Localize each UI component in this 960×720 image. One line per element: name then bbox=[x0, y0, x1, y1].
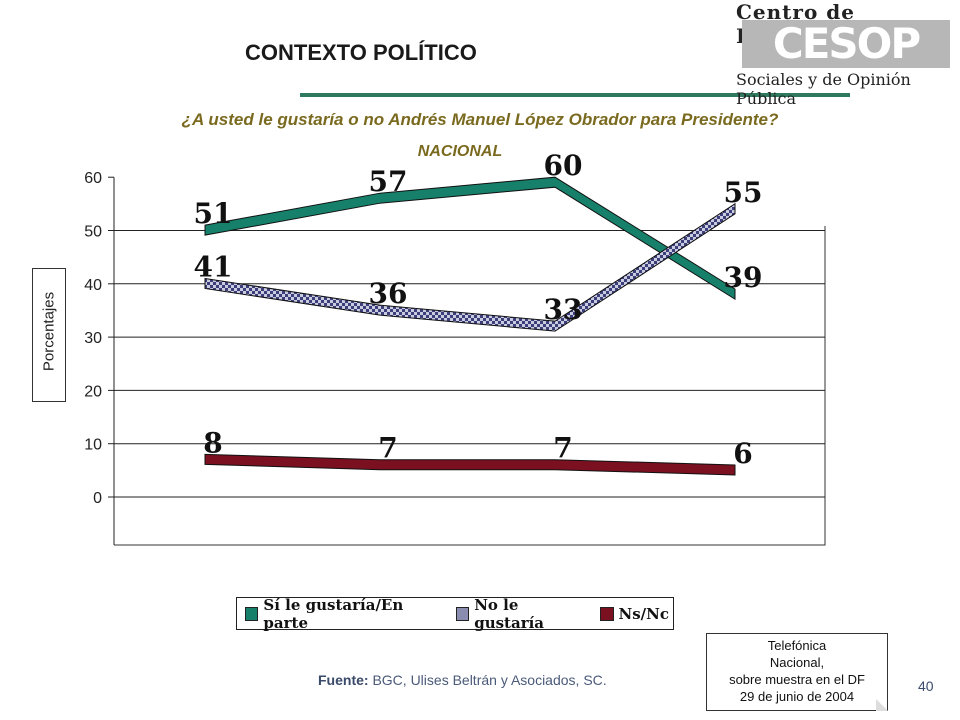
series-ribbon-1 bbox=[204, 202, 736, 332]
data-label: 39 bbox=[724, 261, 763, 294]
legend: Sí le gustaría/En parte No le gustaría N… bbox=[236, 595, 674, 632]
note-line-4: 29 de junio de 2004 bbox=[739, 689, 855, 704]
note-line-1: Telefónica bbox=[767, 638, 827, 653]
source-text: BGC, Ulises Beltrán y Asociados, SC. bbox=[372, 672, 607, 688]
plot-frame bbox=[114, 226, 826, 546]
data-label: 55 bbox=[724, 176, 763, 209]
legend-swatch-si bbox=[245, 606, 259, 621]
chart-subtitle: NACIONAL bbox=[417, 143, 503, 160]
y-tick-label: 10 bbox=[84, 437, 102, 454]
data-label: 7 bbox=[553, 432, 572, 465]
logo-mark: CESOP bbox=[742, 20, 950, 68]
cesop-logo: Centro de Estudios CESOP Sociales y de O… bbox=[736, 0, 956, 108]
note-line-2: Nacional, bbox=[769, 655, 825, 670]
series-ribbon-2 bbox=[204, 453, 736, 476]
legend-label-si: Sí le gustaría/En parte bbox=[263, 595, 404, 632]
legend-label-no: No le gustaría bbox=[474, 595, 545, 632]
legend-item-si: Sí le gustaría/En parte bbox=[245, 596, 444, 632]
y-tick-label: 30 bbox=[84, 330, 102, 347]
legend-item-no: No le gustaría bbox=[455, 595, 588, 632]
chart-question: ¿A usted le gustaría o no Andrés Manuel … bbox=[181, 110, 779, 129]
data-label: 60 bbox=[544, 149, 583, 182]
data-label: 33 bbox=[544, 293, 583, 326]
page-number: 40 bbox=[918, 678, 934, 694]
y-tick-label: 50 bbox=[84, 224, 102, 241]
note-fold bbox=[876, 699, 888, 711]
source-label: Fuente: bbox=[318, 672, 369, 688]
legend-swatch-no bbox=[455, 606, 470, 621]
source-note: Fuente: BGC, Ulises Beltrán y Asociados,… bbox=[318, 672, 607, 688]
data-label: 41 bbox=[194, 250, 233, 283]
y-tick-label: 0 bbox=[93, 490, 102, 507]
y-tick-label: 40 bbox=[84, 277, 102, 294]
data-label: 57 bbox=[369, 165, 408, 198]
legend-swatch-nsnc bbox=[599, 606, 614, 621]
legend-item-nsnc: Ns/Nc bbox=[599, 604, 669, 623]
y-tick-label: 20 bbox=[84, 383, 102, 400]
data-label: 51 bbox=[194, 197, 233, 230]
data-label: 8 bbox=[203, 426, 222, 459]
legend-label-nsnc: Ns/Nc bbox=[618, 604, 669, 623]
survey-note: Telefónica Nacional, sobre muestra en el… bbox=[706, 633, 888, 711]
y-tick-label: 60 bbox=[84, 170, 102, 187]
series-ribbon-0 bbox=[204, 176, 736, 301]
plot-area bbox=[114, 178, 825, 545]
data-label: 6 bbox=[733, 437, 752, 470]
data-label: 7 bbox=[378, 432, 397, 465]
note-line-3: sobre muestra en el DF bbox=[729, 672, 865, 687]
logo-bottom-text: Sociales y de Opinión Pública bbox=[736, 70, 911, 108]
title-rule bbox=[300, 93, 850, 97]
page-title: CONTEXTO POLÍTICO bbox=[245, 40, 477, 65]
data-label: 36 bbox=[369, 277, 408, 310]
y-axis-label-box: Porcentajes bbox=[32, 268, 66, 402]
